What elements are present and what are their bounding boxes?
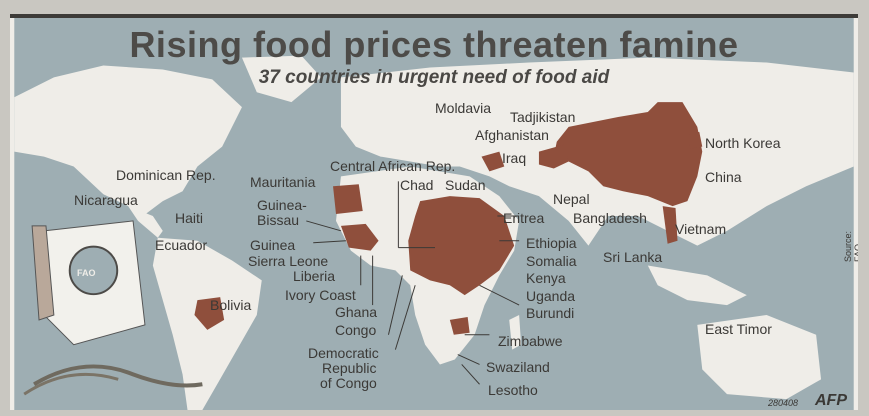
label-dominican-rep: Dominican Rep. xyxy=(116,167,216,183)
label-burundi: Burundi xyxy=(526,305,575,321)
north-america-landmass xyxy=(14,65,242,216)
australia-landmass xyxy=(697,314,822,400)
label-china: China xyxy=(705,169,742,185)
map-subtitle: 37 countries in urgent need of food aid xyxy=(258,67,610,88)
affected-afghanistan-region xyxy=(538,144,569,169)
affected-zimbabwe-region xyxy=(449,316,470,335)
affected-north-korea-region xyxy=(687,131,703,149)
label-sierra-leone: Sierra Leone xyxy=(248,253,329,269)
label-uganda: Uganda xyxy=(526,288,576,304)
label-kenya: Kenya xyxy=(526,270,566,286)
label-north-korea: North Korea xyxy=(705,135,781,151)
affected-bolivia-region xyxy=(194,297,225,330)
fao-sack-illustration xyxy=(23,220,203,396)
label-ecuador: Ecuador xyxy=(155,237,208,253)
fao-logo xyxy=(68,245,119,296)
label-bangladesh: Bangladesh xyxy=(573,210,647,226)
central-america-landmass xyxy=(128,206,163,238)
label-iraq: Iraq xyxy=(502,150,527,166)
affected-mauritania-region xyxy=(333,184,363,214)
label-ghana: Ghana xyxy=(335,304,378,320)
label-bolivia: Bolivia xyxy=(210,297,252,313)
label-ethiopia: Ethiopia xyxy=(526,235,577,251)
credit-code: 280408 xyxy=(768,398,799,408)
label-sudan: Sudan xyxy=(445,177,486,193)
madagascar-landmass xyxy=(509,314,522,350)
label-vietnam: Vietnam xyxy=(675,221,727,237)
label-liberia: Liberia xyxy=(293,268,336,284)
label-central-african-rep: Central African Rep. xyxy=(330,158,456,174)
leader-lines xyxy=(306,181,520,385)
fao-logo-text: FAO xyxy=(77,268,96,278)
source-note: Source: FAO xyxy=(843,230,858,262)
label-drc-1: Democratic xyxy=(308,345,379,361)
label-zimbabwe: Zimbabwe xyxy=(498,333,563,349)
affected-west-africa-region xyxy=(340,223,379,251)
label-moldavia: Moldavia xyxy=(435,100,492,116)
label-east-timor: East Timor xyxy=(705,321,772,337)
label-tadjikistan: Tadjikistan xyxy=(510,109,576,125)
affected-iraq-region xyxy=(481,151,505,172)
label-haiti: Haiti xyxy=(175,210,204,226)
label-ivory-coast: Ivory Coast xyxy=(285,287,356,303)
map-frame: Rising food prices threaten famine 37 co… xyxy=(10,14,858,410)
label-guinea-bissau-2: Bissau xyxy=(257,212,300,228)
affected-china-region xyxy=(553,102,703,207)
label-guinea-bissau-1: Guinea- xyxy=(257,197,307,213)
label-lesotho: Lesotho xyxy=(488,382,538,398)
label-drc-2: Republic xyxy=(322,360,377,376)
label-sri-lanka: Sri Lanka xyxy=(603,249,663,265)
label-congo: Congo xyxy=(335,322,377,338)
label-chad: Chad xyxy=(400,177,434,193)
label-eritrea: Eritrea xyxy=(503,210,545,226)
affected-africa-region xyxy=(408,196,515,296)
label-somalia: Somalia xyxy=(526,253,577,269)
greenland-landmass xyxy=(241,55,322,103)
map-title: Rising food prices threaten famine xyxy=(129,24,739,65)
world-map xyxy=(14,18,854,410)
label-swaziland: Swaziland xyxy=(486,359,550,375)
agency-logo: AFP xyxy=(815,392,847,409)
label-nicaragua: Nicaragua xyxy=(74,192,138,208)
label-afghanistan: Afghanistan xyxy=(475,127,549,143)
label-guinea: Guinea xyxy=(250,237,296,253)
label-nepal: Nepal xyxy=(553,191,590,207)
label-drc-3: of Congo xyxy=(320,375,377,391)
sea-islands-landmass xyxy=(647,265,747,306)
label-mauritania: Mauritania xyxy=(250,174,316,190)
